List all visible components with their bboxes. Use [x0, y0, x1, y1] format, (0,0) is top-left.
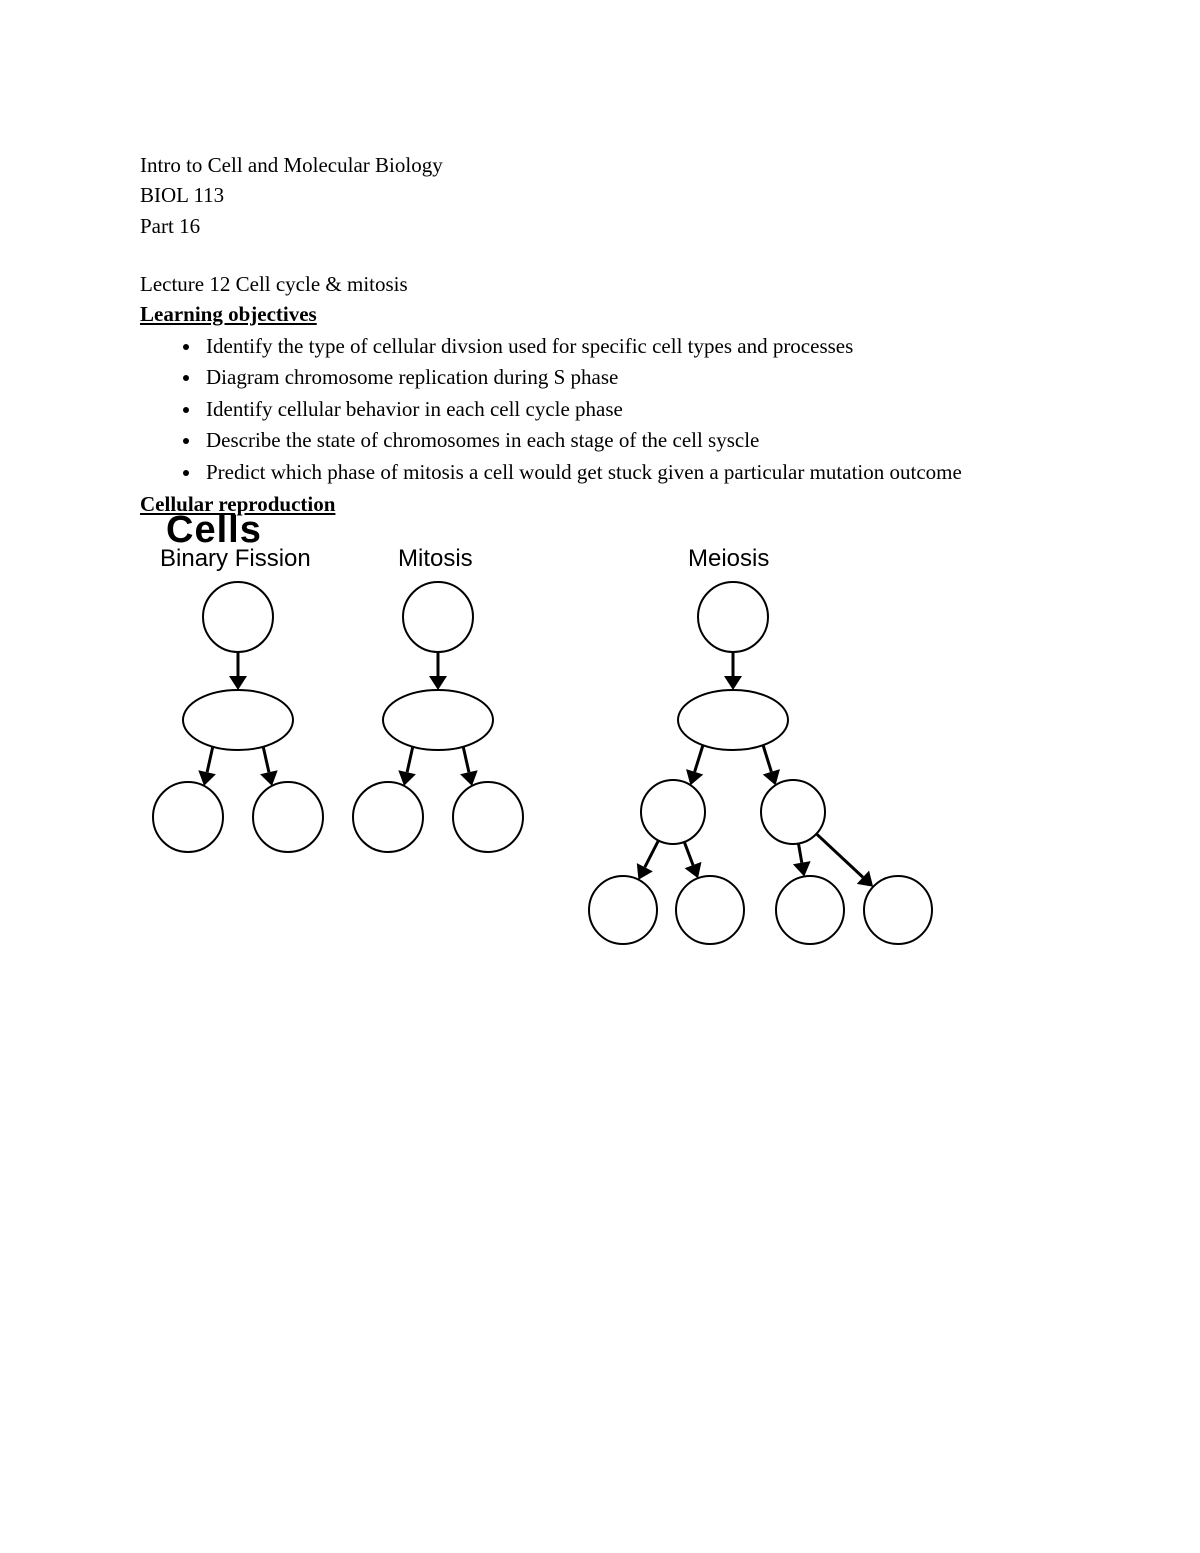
objective-item: Diagram chromosome replication during S …	[202, 362, 1060, 394]
course-title: Intro to Cell and Molecular Biology	[140, 150, 1060, 180]
course-code: BIOL 113	[140, 180, 1060, 210]
lecture-title: Lecture 12 Cell cycle & mitosis	[140, 269, 1060, 299]
objectives-list: Identify the type of cellular divsion us…	[140, 331, 1060, 489]
objective-item: Identify cellular behavior in each cell …	[202, 394, 1060, 426]
objective-item: Identify the type of cellular divsion us…	[202, 331, 1060, 363]
objective-item: Describe the state of chromosomes in eac…	[202, 425, 1060, 457]
label-binary-fission: Binary Fission	[160, 545, 311, 573]
heading-learning-objectives: Learning objectives	[140, 302, 1060, 327]
document-page: Intro to Cell and Molecular Biology BIOL…	[0, 0, 1200, 945]
reproduction-diagram: Cells Binary Fission Mitosis Meiosis	[128, 515, 1048, 945]
diagram-svg	[128, 515, 1048, 945]
label-mitosis: Mitosis	[398, 545, 473, 573]
objective-item: Predict which phase of mitosis a cell wo…	[202, 457, 1060, 489]
label-meiosis: Meiosis	[688, 545, 769, 573]
part-number: Part 16	[140, 211, 1060, 241]
heading-cellular-reproduction: Cellular reproduction	[140, 492, 1060, 517]
